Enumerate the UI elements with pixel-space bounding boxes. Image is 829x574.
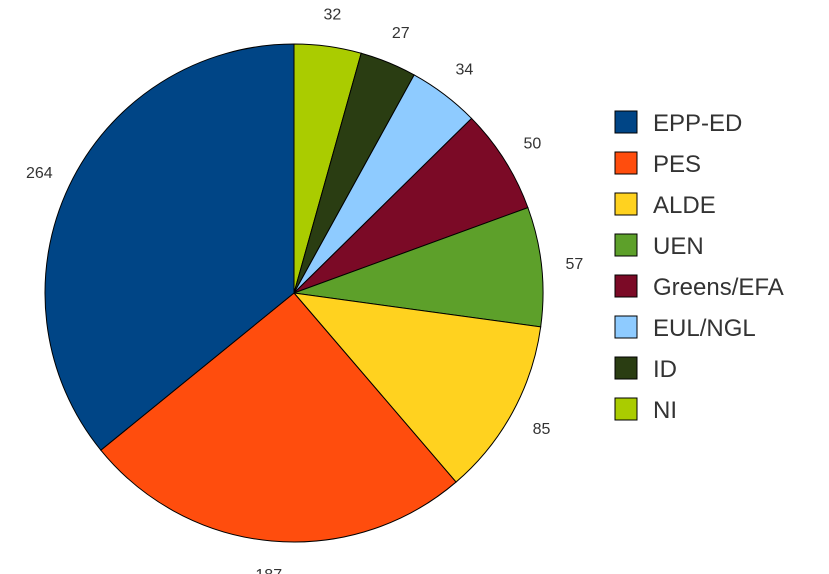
- value-label-epp-ed: 264: [26, 165, 53, 182]
- legend-label-id: ID: [653, 356, 677, 383]
- legend-swatch-uen: [614, 233, 638, 257]
- legend-swatch-epp-ed: [614, 110, 638, 134]
- pie-slice-alde: [292, 292, 542, 483]
- value-labels: 32 27 34 50 57 85 187 264: [26, 7, 583, 574]
- legend-swatch-ni: [614, 397, 638, 421]
- legend-label-alde: ALDE: [653, 192, 716, 219]
- legend-label-eul-ngl: EUL/NGL: [653, 315, 756, 342]
- legend-swatch-eul-ngl: [614, 315, 638, 339]
- legend-label-epp-ed: EPP-ED: [653, 110, 742, 137]
- value-label-greens-efa: 50: [524, 135, 542, 152]
- value-label-uen: 57: [565, 256, 583, 273]
- pie-slice-uen: [293, 206, 544, 328]
- pie-slice-pes: [100, 292, 457, 543]
- legend-label-uen: UEN: [653, 233, 704, 260]
- legend-swatch-pes: [614, 151, 638, 175]
- legend-swatch-id: [614, 356, 638, 380]
- value-label-alde: 85: [533, 421, 551, 438]
- pie-slices: [44, 43, 544, 543]
- legend-swatch-greens-efa: [614, 274, 638, 298]
- value-label-id: 27: [392, 25, 410, 42]
- value-label-ni: 32: [324, 7, 342, 24]
- legend-swatch-alde: [614, 192, 638, 216]
- legend-label-ni: NI: [653, 397, 677, 424]
- pie-slice-greens-efa: [293, 117, 529, 294]
- legend: EPP-ED PES ALDE UEN Greens/EFA EUL/NGL ID NI: [614, 110, 784, 424]
- legend-label-greens-efa: Greens/EFA: [653, 274, 784, 301]
- value-label-eul-ngl: 34: [455, 61, 473, 78]
- legend-label-pes: PES: [653, 151, 701, 178]
- pie-slice-epp-ed: [44, 43, 295, 451]
- value-label-pes: 187: [255, 567, 282, 574]
